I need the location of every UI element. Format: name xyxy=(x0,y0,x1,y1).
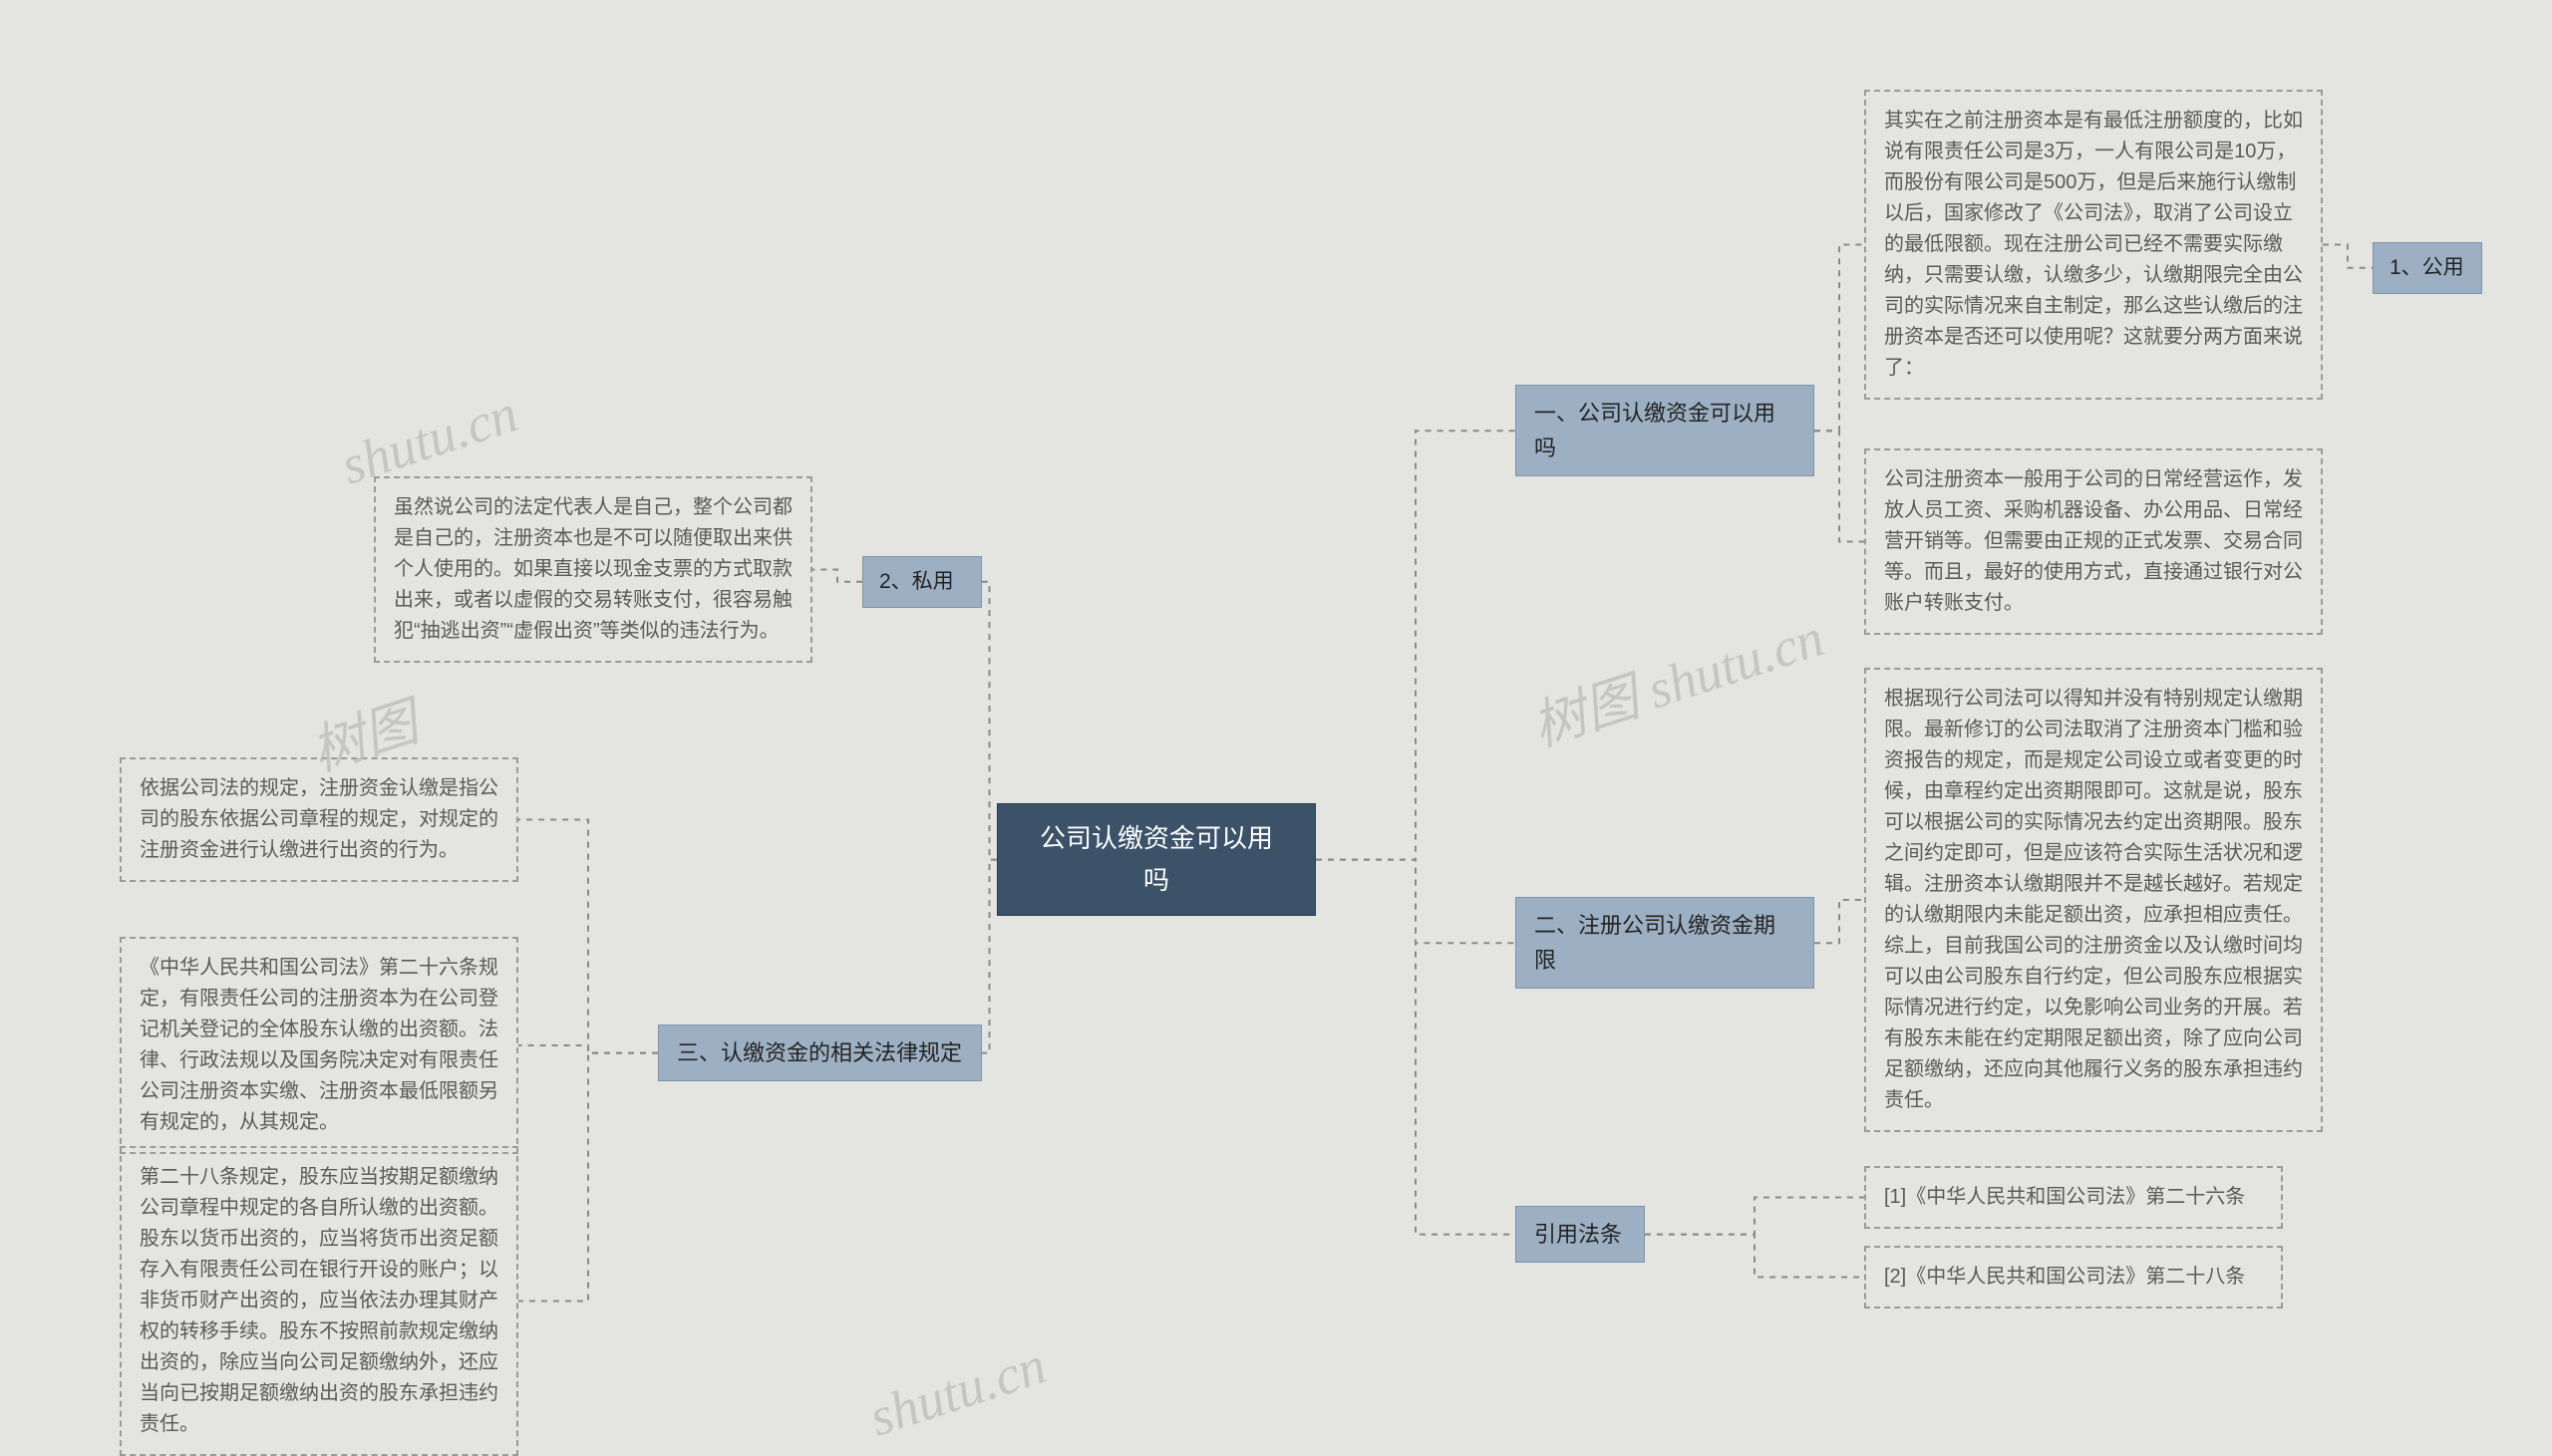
detail-l2b: 《中华人民共和国公司法》第二十六条规定，有限责任公司的注册资本为在公司登记机关登… xyxy=(120,937,518,1154)
detail-r1b: 公司注册资本一般用于公司的日常经营运作，发放人员工资、采购机器设备、办公用品、日… xyxy=(1864,448,2323,635)
detail-l1a: 虽然说公司的法定代表人是自己，整个公司都是自己的，注册资本也是不可以随便取出来供… xyxy=(374,476,812,663)
topic-r1a1[interactable]: 1、公用 xyxy=(2373,242,2482,294)
mindmap-canvas: 公司认缴资金可以用吗 一、公司认缴资金可以用吗 二、注册公司认缴资金期限 引用法… xyxy=(0,0,2552,1385)
detail-l2a: 依据公司法的规定，注册资金认缴是指公司的股东依据公司章程的规定，对规定的注册资金… xyxy=(120,757,518,882)
detail-l2c: 第二十八条规定，股东应当按期足额缴纳公司章程中规定的各自所认缴的出资额。股东以货… xyxy=(120,1146,518,1456)
detail-r2a: 根据现行公司法可以得知并没有特别规定认缴期限。最新修订的公司法取消了注册资本门槛… xyxy=(1864,668,2323,1132)
topic-l1[interactable]: 2、私用 xyxy=(862,556,982,608)
topic-l2[interactable]: 三、认缴资金的相关法律规定 xyxy=(658,1024,982,1081)
root-node[interactable]: 公司认缴资金可以用吗 xyxy=(997,803,1316,916)
detail-r3a: [1]《中华人民共和国公司法》第二十六条 xyxy=(1864,1166,2283,1229)
topic-r1[interactable]: 一、公司认缴资金可以用吗 xyxy=(1515,385,1814,476)
topic-r3[interactable]: 引用法条 xyxy=(1515,1206,1645,1263)
detail-r3b: [2]《中华人民共和国公司法》第二十八条 xyxy=(1864,1246,2283,1309)
topic-r2[interactable]: 二、注册公司认缴资金期限 xyxy=(1515,897,1814,989)
detail-r1a: 其实在之前注册资本是有最低注册额度的，比如说有限责任公司是3万，一人有限公司是1… xyxy=(1864,90,2323,400)
